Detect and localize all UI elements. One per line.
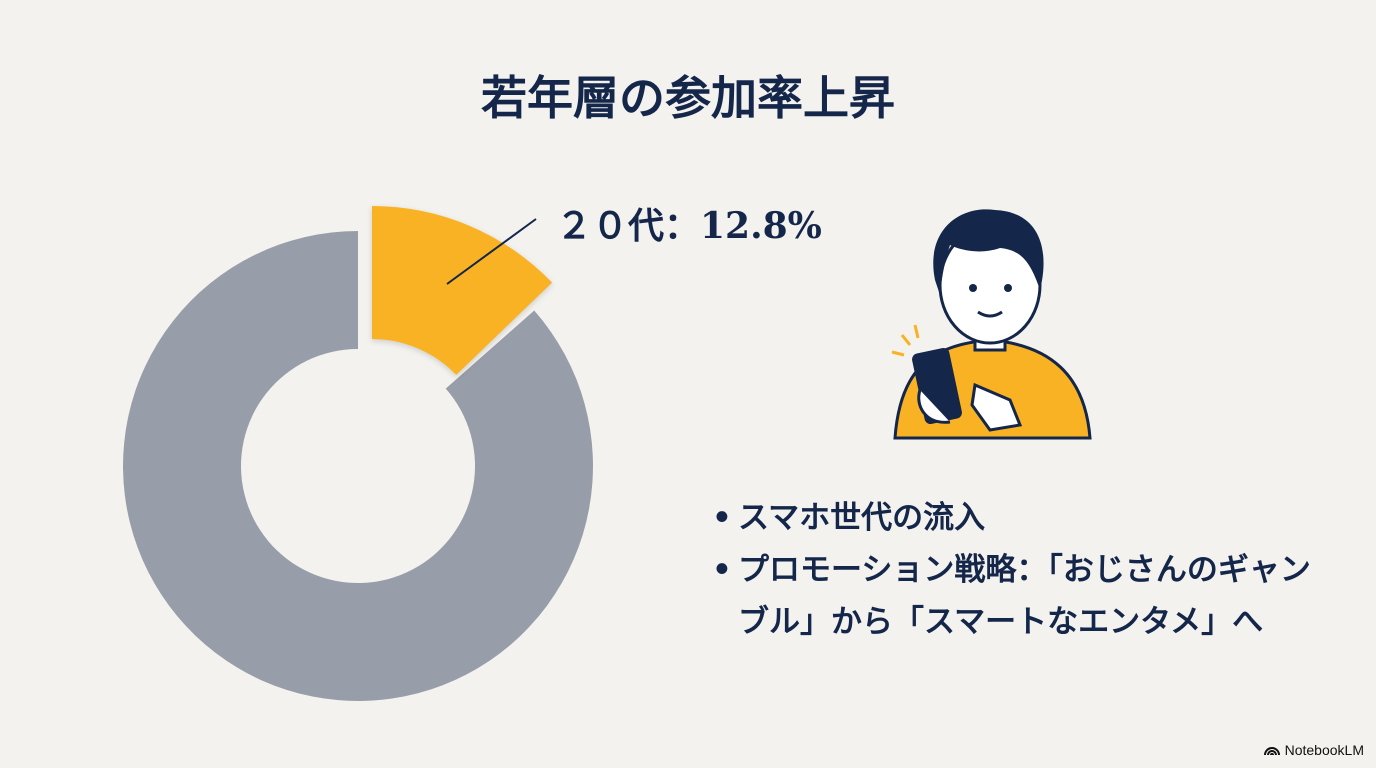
slide-title: 若年層の参加率上昇 — [481, 71, 895, 125]
bullet-item: プロモーション戦略：「おじさんのギャンブル」から「スマートなエンタメ」へ — [712, 544, 1312, 648]
brand-watermark: NotebookLM — [1263, 742, 1364, 758]
donut-slice-20s — [372, 206, 553, 375]
bullet-item: スマホ世代の流入 — [712, 492, 1312, 544]
annotation-leader-line — [446, 218, 537, 285]
slice-annotation: ２０代：12.8% — [556, 205, 822, 247]
person-with-smartphone-illustration — [891, 209, 1092, 440]
notebooklm-logo-icon — [1263, 747, 1280, 756]
bullet-list: スマホ世代の流入 プロモーション戦略：「おじさんのギャンブル」から「スマートなエ… — [712, 492, 1312, 648]
donut-slice-other — [122, 231, 593, 701]
brand-name: NotebookLM — [1284, 742, 1364, 758]
